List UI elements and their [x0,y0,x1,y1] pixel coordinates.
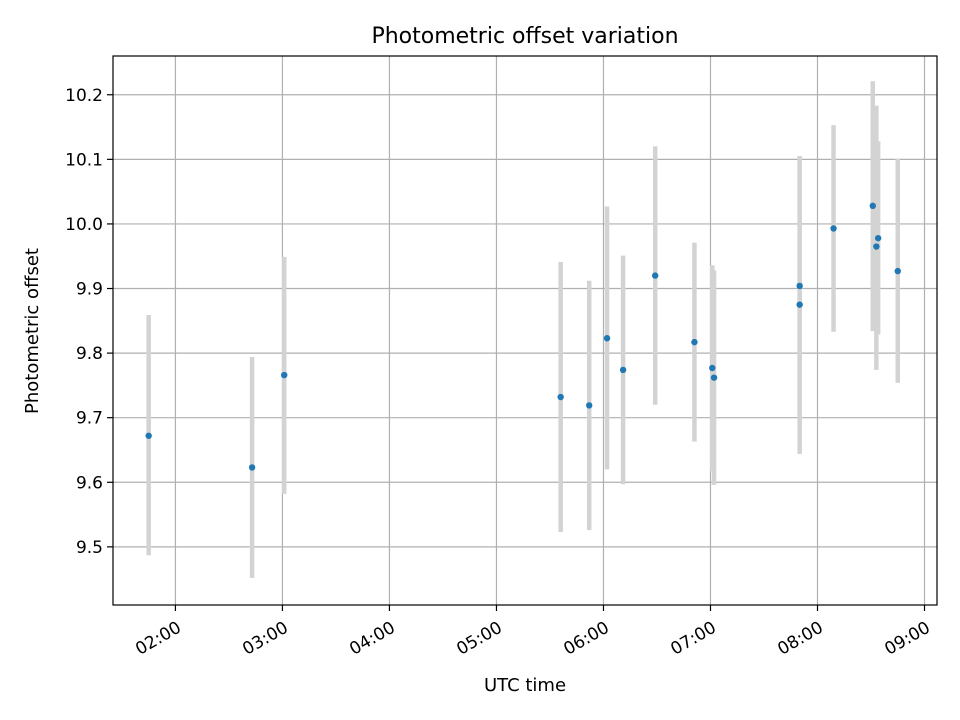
data-point [651,272,659,279]
data-points [145,202,901,471]
plot-frame [112,55,938,606]
y-tick-label: 9.6 [76,473,103,493]
data-point [830,225,837,232]
data-point [586,402,593,409]
data-point [145,432,152,439]
data-point [894,267,901,275]
y-tick-label: 9.8 [76,344,103,364]
y-axis-label: Photometric offset [22,248,43,414]
x-tick-label: 05:00 [453,618,505,660]
data-point [557,393,564,401]
y-tick-label: 9.5 [76,538,103,558]
y-tick-label: 10.2 [65,86,103,106]
data-point [873,243,880,250]
data-point [281,371,288,379]
data-point [710,374,718,381]
data-point [709,364,716,372]
x-tick-label: 07:00 [667,618,719,660]
data-point [869,202,876,210]
x-axis: 02:00 03:00 04:00 05:00 06:00 07:00 08:00 09:00 [132,605,934,660]
y-tick-label: 10.0 [65,215,103,235]
y-tick-label: 9.7 [76,409,103,429]
chart-title: Photometric offset variation [371,24,678,49]
data-point [796,282,803,290]
error-bars [146,81,901,578]
data-point [603,335,611,342]
y-axis: 9.5 9.6 9.7 9.8 9.9 10.0 10.1 10.2 [65,86,113,558]
x-axis-label: UTC time [484,675,566,696]
data-point [619,366,627,374]
data-point [248,464,256,471]
data-point [691,338,698,346]
x-tick-label: 09:00 [881,618,933,660]
x-tick-label: 04:00 [346,618,398,660]
x-tick-label: 08:00 [774,618,826,660]
x-tick-label: 03:00 [239,618,291,660]
data-point [796,301,803,308]
y-tick-label: 10.1 [65,150,103,170]
x-tick-label: 02:00 [132,618,184,660]
grid [113,56,937,605]
data-point [874,234,882,242]
y-tick-label: 9.9 [76,280,103,300]
x-tick-label: 06:00 [560,618,612,660]
